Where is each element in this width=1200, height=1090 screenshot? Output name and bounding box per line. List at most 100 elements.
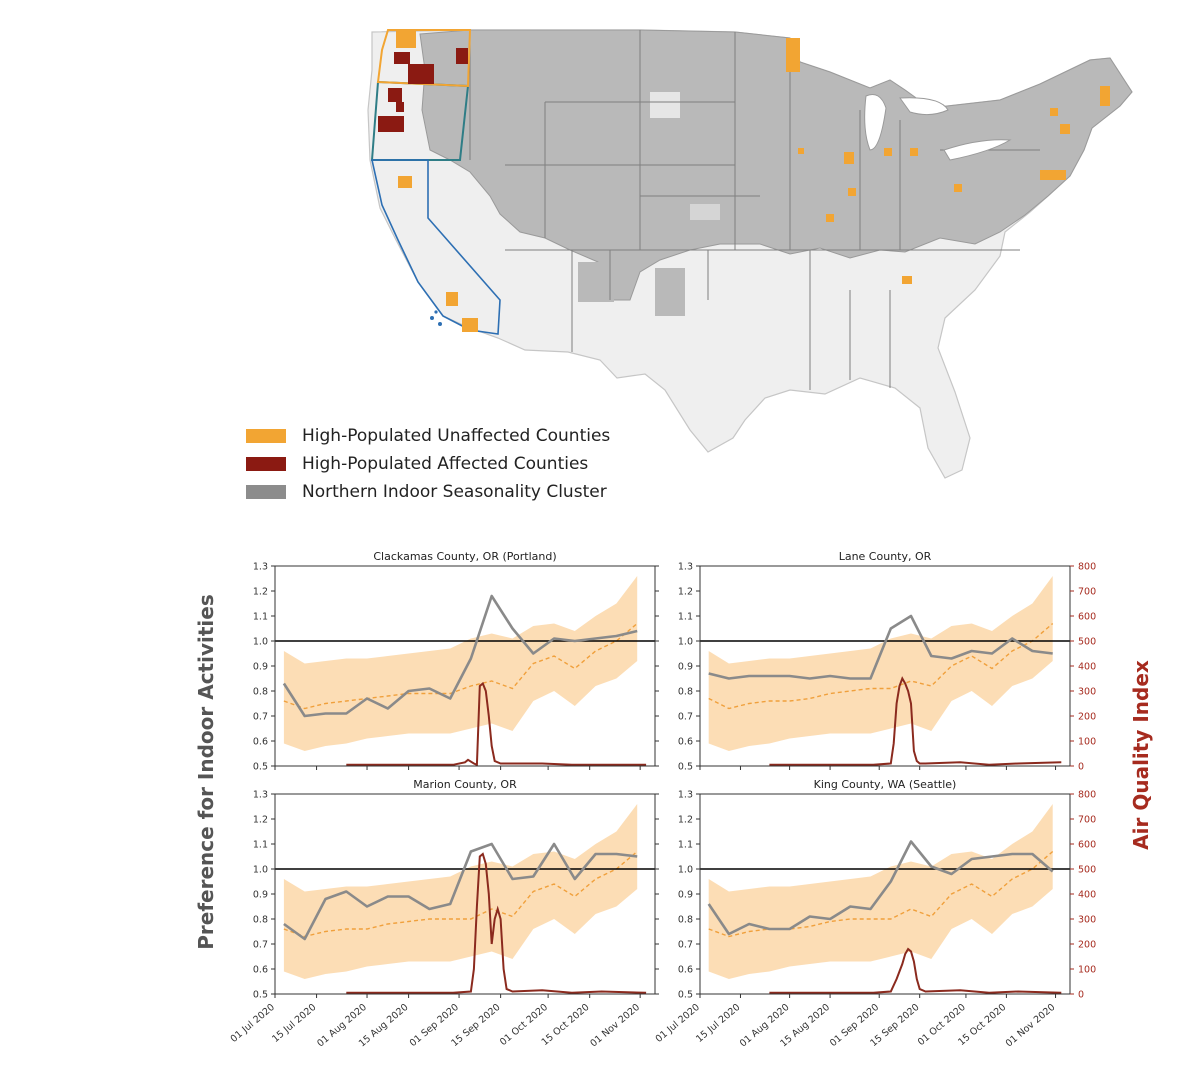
y-tick-label: 0.5: [678, 762, 693, 773]
y-tick-label: 1.3: [253, 790, 268, 801]
y-tick-label: 1.0: [253, 865, 268, 876]
aqi-line: [346, 852, 647, 994]
baseline-mean-line: [283, 622, 638, 710]
y-tick-label: 1.3: [678, 562, 693, 573]
chart-panel: King County, WA (Seattle) 0.5 0.6 0.7 0.8 0.9…: [654, 778, 1096, 1049]
y-tick-label: 1.1: [678, 840, 693, 851]
y2-tick-label: 300: [1078, 915, 1096, 926]
map-legend: High-Populated Unaffected Counties High-…: [246, 422, 610, 506]
great-lakes: [864, 94, 1012, 161]
y-tick-label: 1.3: [253, 562, 268, 573]
aqi-line: [769, 947, 1062, 994]
y2-tick-label: 800: [1078, 562, 1096, 573]
y2-tick-label: 400: [1078, 662, 1096, 673]
legend-item-unaffected: High-Populated Unaffected Counties: [246, 422, 610, 450]
preference-line: [282, 594, 638, 718]
y2-tick-label: 800: [1078, 790, 1096, 801]
y2-tick-label: 400: [1078, 890, 1096, 901]
y-tick-label: 1.0: [253, 637, 268, 648]
y-tick-label: 0.9: [253, 890, 268, 901]
y-tick-label: 1.2: [253, 815, 268, 826]
plot-area: [275, 576, 655, 766]
y2-tick-label: 300: [1078, 687, 1096, 698]
right-axis-label: Air Quality Index: [1129, 660, 1153, 850]
chart-panel: Marion County, OR 0.5 0.6 0.7 0.8 0.9 1.0 1.1 1.…: [229, 778, 659, 1049]
preference-line: [283, 842, 638, 941]
northern-cluster-region: [419, 29, 1133, 301]
legend-item-cluster: Northern Indoor Seasonality Cluster: [246, 478, 610, 506]
y-tick-label: 1.2: [253, 587, 268, 598]
cluster-patch: [578, 262, 614, 302]
us-county-map: [367, 29, 1133, 479]
y2-tick-label: 700: [1078, 587, 1096, 598]
y-tick-label: 0.8: [253, 687, 268, 698]
preference-line: [708, 614, 1053, 680]
y-tick-label: 0.5: [253, 990, 268, 1001]
plot-area: [700, 804, 1070, 994]
baseline-mean-line: [283, 850, 638, 938]
y-tick-label: 0.6: [253, 965, 268, 976]
chart-title: Marion County, OR: [413, 778, 517, 791]
x-tick-label: 01 Nov 2020: [1004, 1002, 1058, 1050]
y-tick-label: 0.6: [678, 965, 693, 976]
legend-swatch: [246, 485, 286, 499]
state-boundaries: [469, 30, 1040, 390]
x-tick-label: 15 Jul 2020: [694, 1002, 742, 1045]
y-tick-label: 0.8: [678, 687, 693, 698]
y-tick-label: 0.9: [678, 890, 693, 901]
legend-label: High-Populated Affected Counties: [302, 454, 589, 474]
legend-swatch: [246, 457, 286, 471]
y-tick-label: 0.7: [253, 712, 268, 723]
y2-tick-label: 0: [1078, 990, 1084, 1001]
affected-counties: [378, 48, 468, 132]
y2-tick-label: 700: [1078, 815, 1096, 826]
baseline-mean-line: [708, 622, 1054, 710]
y2-tick-label: 200: [1078, 712, 1096, 723]
preference-line: [707, 840, 1054, 936]
y-tick-label: 1.0: [678, 637, 693, 648]
y2-tick-label: 0: [1078, 762, 1084, 773]
aqi-line: [346, 681, 647, 766]
legend-swatch: [246, 429, 286, 443]
y-tick-label: 1.1: [253, 612, 268, 623]
unaffected-counties: [396, 30, 1110, 332]
y-tick-label: 0.7: [678, 712, 693, 723]
confidence-band: [283, 804, 638, 979]
confidence-band: [708, 576, 1053, 751]
y-tick-label: 0.9: [678, 662, 693, 673]
x-tick-label: 01 Jul 2020: [229, 1002, 277, 1045]
cluster-patch: [655, 268, 685, 316]
channel-islands: [430, 310, 442, 326]
y2-tick-label: 100: [1078, 965, 1096, 976]
confidence-band: [283, 576, 638, 751]
y2-tick-label: 100: [1078, 737, 1096, 748]
legend-item-affected: High-Populated Affected Counties: [246, 450, 610, 478]
y-tick-label: 0.5: [253, 762, 268, 773]
y-tick-label: 1.0: [678, 865, 693, 876]
left-axis-label: Preference for Indoor Activities: [194, 594, 218, 950]
y2-tick-label: 200: [1078, 940, 1096, 951]
y2-tick-label: 600: [1078, 840, 1096, 851]
y-tick-label: 0.6: [678, 737, 693, 748]
legend-label: Northern Indoor Seasonality Cluster: [302, 482, 607, 502]
aqi-line: [769, 676, 1062, 766]
chart-title: Clackamas County, OR (Portland): [373, 550, 556, 563]
chart-title: Lane County, OR: [839, 550, 932, 563]
x-tick-label: 01 Nov 2020: [588, 1002, 642, 1050]
plot-area: [700, 576, 1070, 766]
chart-panel: Clackamas County, OR (Portland) 0.5 0.6 0.7…: [253, 550, 659, 773]
y-tick-label: 0.9: [253, 662, 268, 673]
y-tick-label: 1.1: [253, 840, 268, 851]
cluster-patch: [690, 204, 720, 220]
y-tick-label: 0.7: [678, 940, 693, 951]
y-tick-label: 0.5: [678, 990, 693, 1001]
y-tick-label: 0.7: [253, 940, 268, 951]
y-tick-label: 0.8: [253, 915, 268, 926]
x-tick-label: 15 Jul 2020: [270, 1002, 318, 1045]
y-tick-label: 1.2: [678, 587, 693, 598]
y-tick-label: 1.2: [678, 815, 693, 826]
chart-title: King County, WA (Seattle): [814, 778, 957, 791]
chart-panel: Lane County, OR 0.5 0.6 0.7 0.8 0.9 1.0 1.1 1.2 1…: [678, 550, 1096, 773]
y-tick-label: 1.3: [678, 790, 693, 801]
